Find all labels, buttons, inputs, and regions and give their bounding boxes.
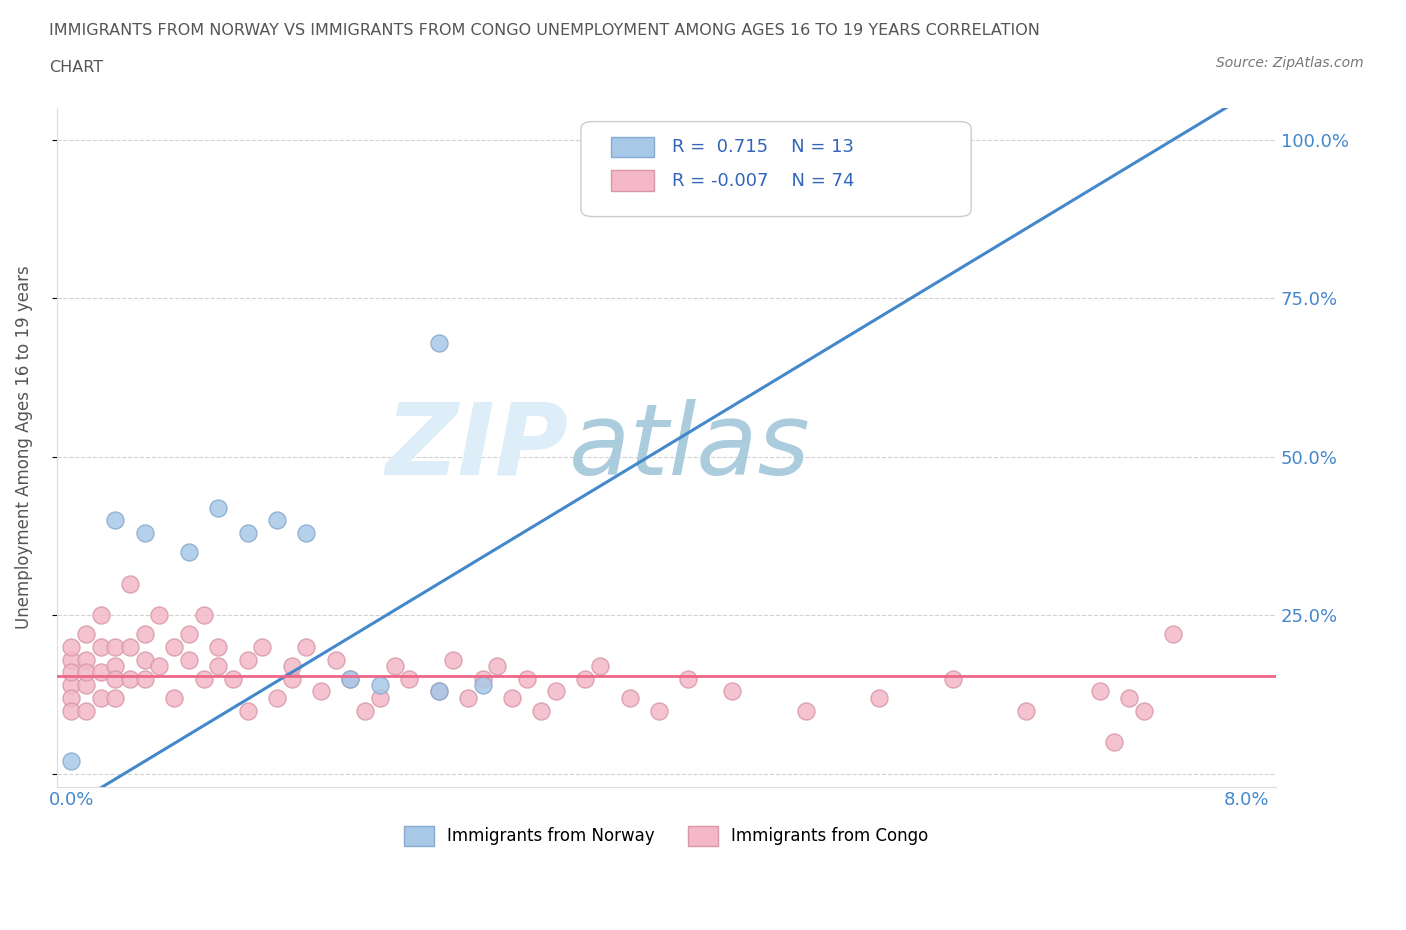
Point <box>60 640 83 655</box>
Point <box>471 678 494 693</box>
Point <box>678 671 700 686</box>
Point <box>148 608 170 623</box>
Text: IMMIGRANTS FROM NORWAY VS IMMIGRANTS FROM CONGO UNEMPLOYMENT AMONG AGES 16 TO 19: IMMIGRANTS FROM NORWAY VS IMMIGRANTS FRO… <box>49 23 1040 38</box>
Point <box>794 703 817 718</box>
Point <box>163 690 186 705</box>
Point <box>457 690 479 705</box>
Point <box>134 525 156 540</box>
Point <box>574 671 596 686</box>
Point <box>471 671 494 686</box>
Point <box>104 658 127 673</box>
Point <box>427 684 450 699</box>
Point <box>441 652 464 667</box>
Point <box>60 665 83 680</box>
Bar <box>612 137 654 157</box>
Point <box>90 690 112 705</box>
Point <box>104 512 127 527</box>
Point <box>280 671 302 686</box>
Point <box>177 652 200 667</box>
Point <box>207 658 229 673</box>
Point <box>60 690 83 705</box>
Point <box>60 652 83 667</box>
Point <box>60 754 83 769</box>
Text: Source: ZipAtlas.com: Source: ZipAtlas.com <box>1216 56 1364 70</box>
Point <box>427 684 450 699</box>
Bar <box>612 170 654 191</box>
Text: atlas: atlas <box>569 399 810 496</box>
Point <box>104 690 127 705</box>
Point <box>177 545 200 560</box>
Point <box>163 640 186 655</box>
Text: R = -0.007    N = 74: R = -0.007 N = 74 <box>672 172 855 190</box>
Point <box>354 703 377 718</box>
Point <box>1104 735 1126 750</box>
Point <box>530 703 553 718</box>
Point <box>193 608 215 623</box>
Point <box>134 652 156 667</box>
Point <box>368 678 391 693</box>
Point <box>295 640 318 655</box>
Point <box>134 627 156 642</box>
Point <box>222 671 245 686</box>
Point <box>148 658 170 673</box>
Point <box>516 671 538 686</box>
Point <box>75 652 97 667</box>
Point <box>75 665 97 680</box>
Point <box>721 684 744 699</box>
Point <box>90 608 112 623</box>
Point <box>942 671 965 686</box>
Point <box>75 678 97 693</box>
FancyBboxPatch shape <box>581 122 972 217</box>
Point <box>486 658 509 673</box>
Point <box>60 703 83 718</box>
Point <box>280 658 302 673</box>
Point <box>75 627 97 642</box>
Legend: Immigrants from Norway, Immigrants from Congo: Immigrants from Norway, Immigrants from … <box>404 826 929 846</box>
Point <box>398 671 420 686</box>
Point <box>546 684 568 699</box>
Point <box>236 703 259 718</box>
Point <box>60 678 83 693</box>
Point <box>90 665 112 680</box>
Point <box>1015 703 1038 718</box>
Text: CHART: CHART <box>49 60 103 75</box>
Point <box>648 703 671 718</box>
Point <box>309 684 332 699</box>
Point <box>1118 690 1140 705</box>
Point <box>1132 703 1154 718</box>
Point <box>207 500 229 515</box>
Point <box>266 690 288 705</box>
Text: ZIP: ZIP <box>385 399 569 496</box>
Point <box>368 690 391 705</box>
Point <box>295 525 318 540</box>
Point <box>75 703 97 718</box>
Point <box>501 690 523 705</box>
Point <box>120 671 142 686</box>
Y-axis label: Unemployment Among Ages 16 to 19 years: Unemployment Among Ages 16 to 19 years <box>15 265 32 630</box>
Point <box>868 690 890 705</box>
Point <box>339 671 361 686</box>
Point <box>252 640 274 655</box>
Point <box>236 525 259 540</box>
Point <box>619 690 641 705</box>
Point <box>104 640 127 655</box>
Point <box>589 658 612 673</box>
Point <box>384 658 406 673</box>
Point <box>134 671 156 686</box>
Point <box>120 577 142 591</box>
Text: R =  0.715    N = 13: R = 0.715 N = 13 <box>672 138 855 155</box>
Point <box>427 335 450 350</box>
Point <box>104 671 127 686</box>
Point <box>90 640 112 655</box>
Point <box>1088 684 1111 699</box>
Point <box>177 627 200 642</box>
Point <box>339 671 361 686</box>
Point <box>207 640 229 655</box>
Point <box>266 512 288 527</box>
Point <box>236 652 259 667</box>
Point <box>193 671 215 686</box>
Point <box>1161 627 1184 642</box>
Point <box>120 640 142 655</box>
Point <box>325 652 347 667</box>
